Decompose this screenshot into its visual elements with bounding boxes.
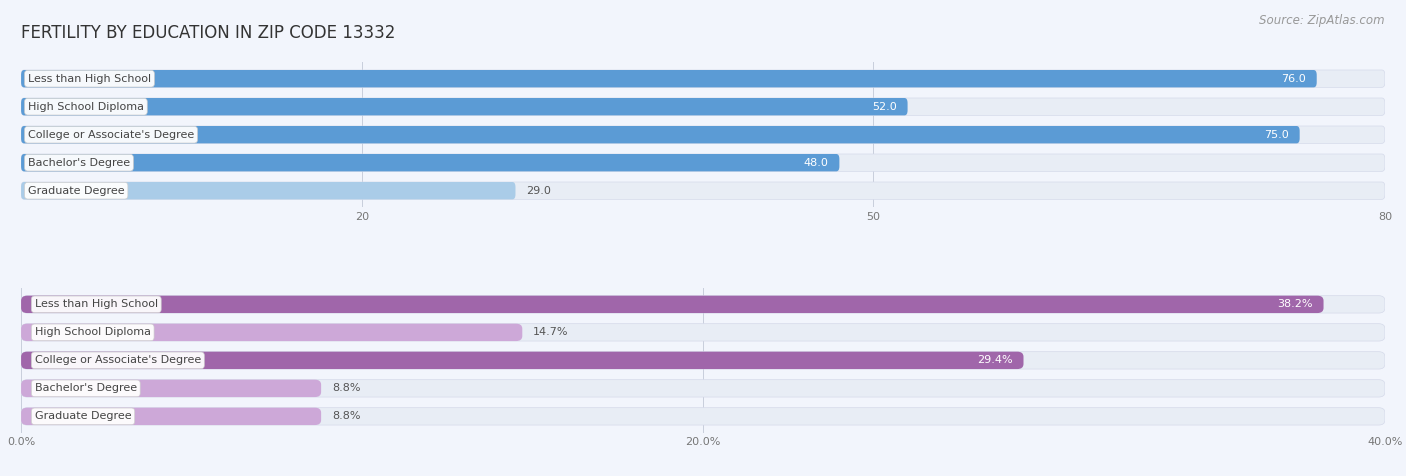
FancyBboxPatch shape: [21, 70, 1317, 88]
FancyBboxPatch shape: [21, 126, 1299, 143]
FancyBboxPatch shape: [21, 324, 1385, 341]
Text: 75.0: 75.0: [1264, 129, 1289, 139]
Text: 48.0: 48.0: [804, 158, 828, 168]
FancyBboxPatch shape: [21, 126, 1385, 143]
FancyBboxPatch shape: [21, 182, 1385, 199]
FancyBboxPatch shape: [21, 352, 1024, 369]
FancyBboxPatch shape: [21, 380, 321, 397]
FancyBboxPatch shape: [21, 98, 1385, 115]
FancyBboxPatch shape: [21, 407, 321, 425]
Text: Graduate Degree: Graduate Degree: [28, 186, 125, 196]
Text: FERTILITY BY EDUCATION IN ZIP CODE 13332: FERTILITY BY EDUCATION IN ZIP CODE 13332: [21, 24, 395, 42]
Text: Bachelor's Degree: Bachelor's Degree: [35, 383, 136, 393]
Text: 38.2%: 38.2%: [1277, 299, 1313, 309]
Text: 76.0: 76.0: [1281, 74, 1306, 84]
FancyBboxPatch shape: [21, 182, 516, 199]
Text: Less than High School: Less than High School: [28, 74, 150, 84]
Text: High School Diploma: High School Diploma: [35, 327, 150, 337]
FancyBboxPatch shape: [21, 407, 1385, 425]
Text: High School Diploma: High School Diploma: [28, 102, 143, 112]
Text: College or Associate's Degree: College or Associate's Degree: [28, 129, 194, 139]
Text: Graduate Degree: Graduate Degree: [35, 411, 131, 421]
FancyBboxPatch shape: [21, 352, 1385, 369]
Text: College or Associate's Degree: College or Associate's Degree: [35, 356, 201, 366]
Text: Source: ZipAtlas.com: Source: ZipAtlas.com: [1260, 14, 1385, 27]
Text: 29.4%: 29.4%: [977, 356, 1012, 366]
Text: Bachelor's Degree: Bachelor's Degree: [28, 158, 129, 168]
FancyBboxPatch shape: [21, 70, 1385, 88]
FancyBboxPatch shape: [21, 98, 908, 115]
Text: 29.0: 29.0: [526, 186, 551, 196]
FancyBboxPatch shape: [21, 324, 522, 341]
Text: 8.8%: 8.8%: [332, 383, 360, 393]
FancyBboxPatch shape: [21, 154, 1385, 171]
FancyBboxPatch shape: [21, 296, 1323, 313]
Text: 52.0: 52.0: [872, 102, 897, 112]
FancyBboxPatch shape: [21, 296, 1385, 313]
FancyBboxPatch shape: [21, 154, 839, 171]
Text: Less than High School: Less than High School: [35, 299, 157, 309]
FancyBboxPatch shape: [21, 380, 1385, 397]
Text: 14.7%: 14.7%: [533, 327, 568, 337]
Text: 8.8%: 8.8%: [332, 411, 360, 421]
